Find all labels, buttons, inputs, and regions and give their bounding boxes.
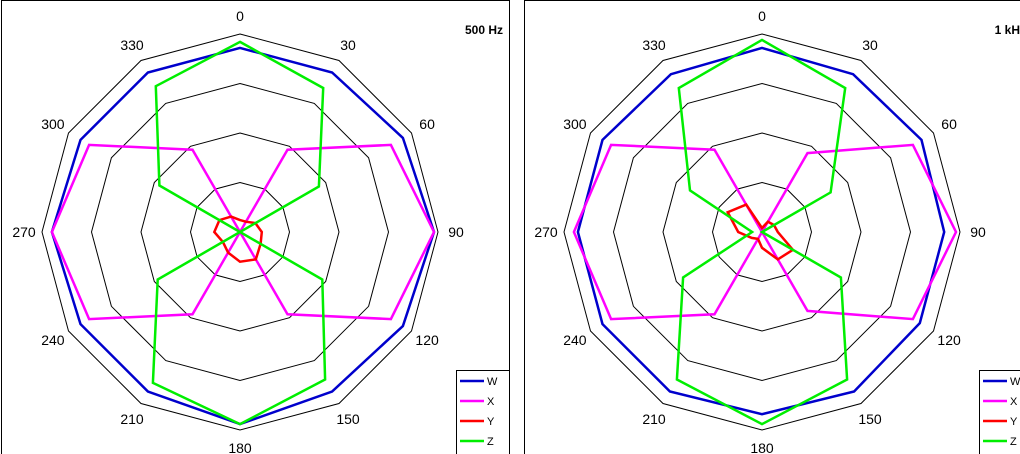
angle-tick-label: 240 xyxy=(563,332,587,348)
grid-ring-2 xyxy=(662,132,862,332)
legend-label-y: Y xyxy=(1010,416,1018,428)
angle-tick-label: 30 xyxy=(862,37,878,53)
grid-ring-2 xyxy=(140,132,340,332)
angle-tick-label: 120 xyxy=(415,332,439,348)
legend-label-x: X xyxy=(1010,396,1018,408)
angle-tick-label: 90 xyxy=(970,224,986,240)
grid-ring-4 xyxy=(563,33,961,431)
angle-tick-label: 240 xyxy=(41,332,65,348)
chart-frame xyxy=(1,0,510,454)
angle-tick-label: 120 xyxy=(937,332,961,348)
legend-label-z: Z xyxy=(487,436,494,448)
series-w-line xyxy=(576,46,946,416)
legend-label-z: Z xyxy=(1010,436,1017,448)
angle-tick-label: 330 xyxy=(642,37,666,53)
chart-title: 500 Hz xyxy=(465,23,503,37)
angle-tick-label: 30 xyxy=(340,37,356,53)
series-z-line xyxy=(151,40,327,426)
chart-title: 1 kHz xyxy=(995,23,1020,37)
angle-tick-label: 0 xyxy=(758,8,766,24)
legend-label-w: W xyxy=(487,376,498,388)
legend-label-w: W xyxy=(1010,376,1020,388)
grid-ring-4 xyxy=(41,33,439,431)
angle-tick-label: 180 xyxy=(750,440,774,454)
grid-ring-3 xyxy=(90,82,390,382)
legend-label-x: X xyxy=(487,396,495,408)
angle-tick-label: 300 xyxy=(41,116,65,132)
polar-chart-1: 0 30 60 90 120 150 180 210 240 270 300 330 500 Hz WXY… xyxy=(1,0,510,454)
angle-tick-label: 90 xyxy=(448,224,464,240)
legend-label-y: Y xyxy=(487,416,495,428)
angle-tick-label: 150 xyxy=(336,411,360,427)
angle-tick-label: 210 xyxy=(120,411,144,427)
series-z-line xyxy=(675,38,849,426)
grid-ring-3 xyxy=(612,82,912,382)
angle-tick-label: 60 xyxy=(941,116,957,132)
angle-tick-label: 300 xyxy=(563,116,587,132)
angle-tick-label: 270 xyxy=(534,224,558,240)
angle-tick-label: 150 xyxy=(858,411,882,427)
angle-tick-label: 270 xyxy=(12,224,36,240)
angle-tick-label: 210 xyxy=(642,411,666,427)
angle-tick-label: 0 xyxy=(236,8,244,24)
angle-tick-label: 60 xyxy=(419,116,435,132)
angle-tick-label: 180 xyxy=(228,440,252,454)
angle-tick-label: 330 xyxy=(120,37,144,53)
